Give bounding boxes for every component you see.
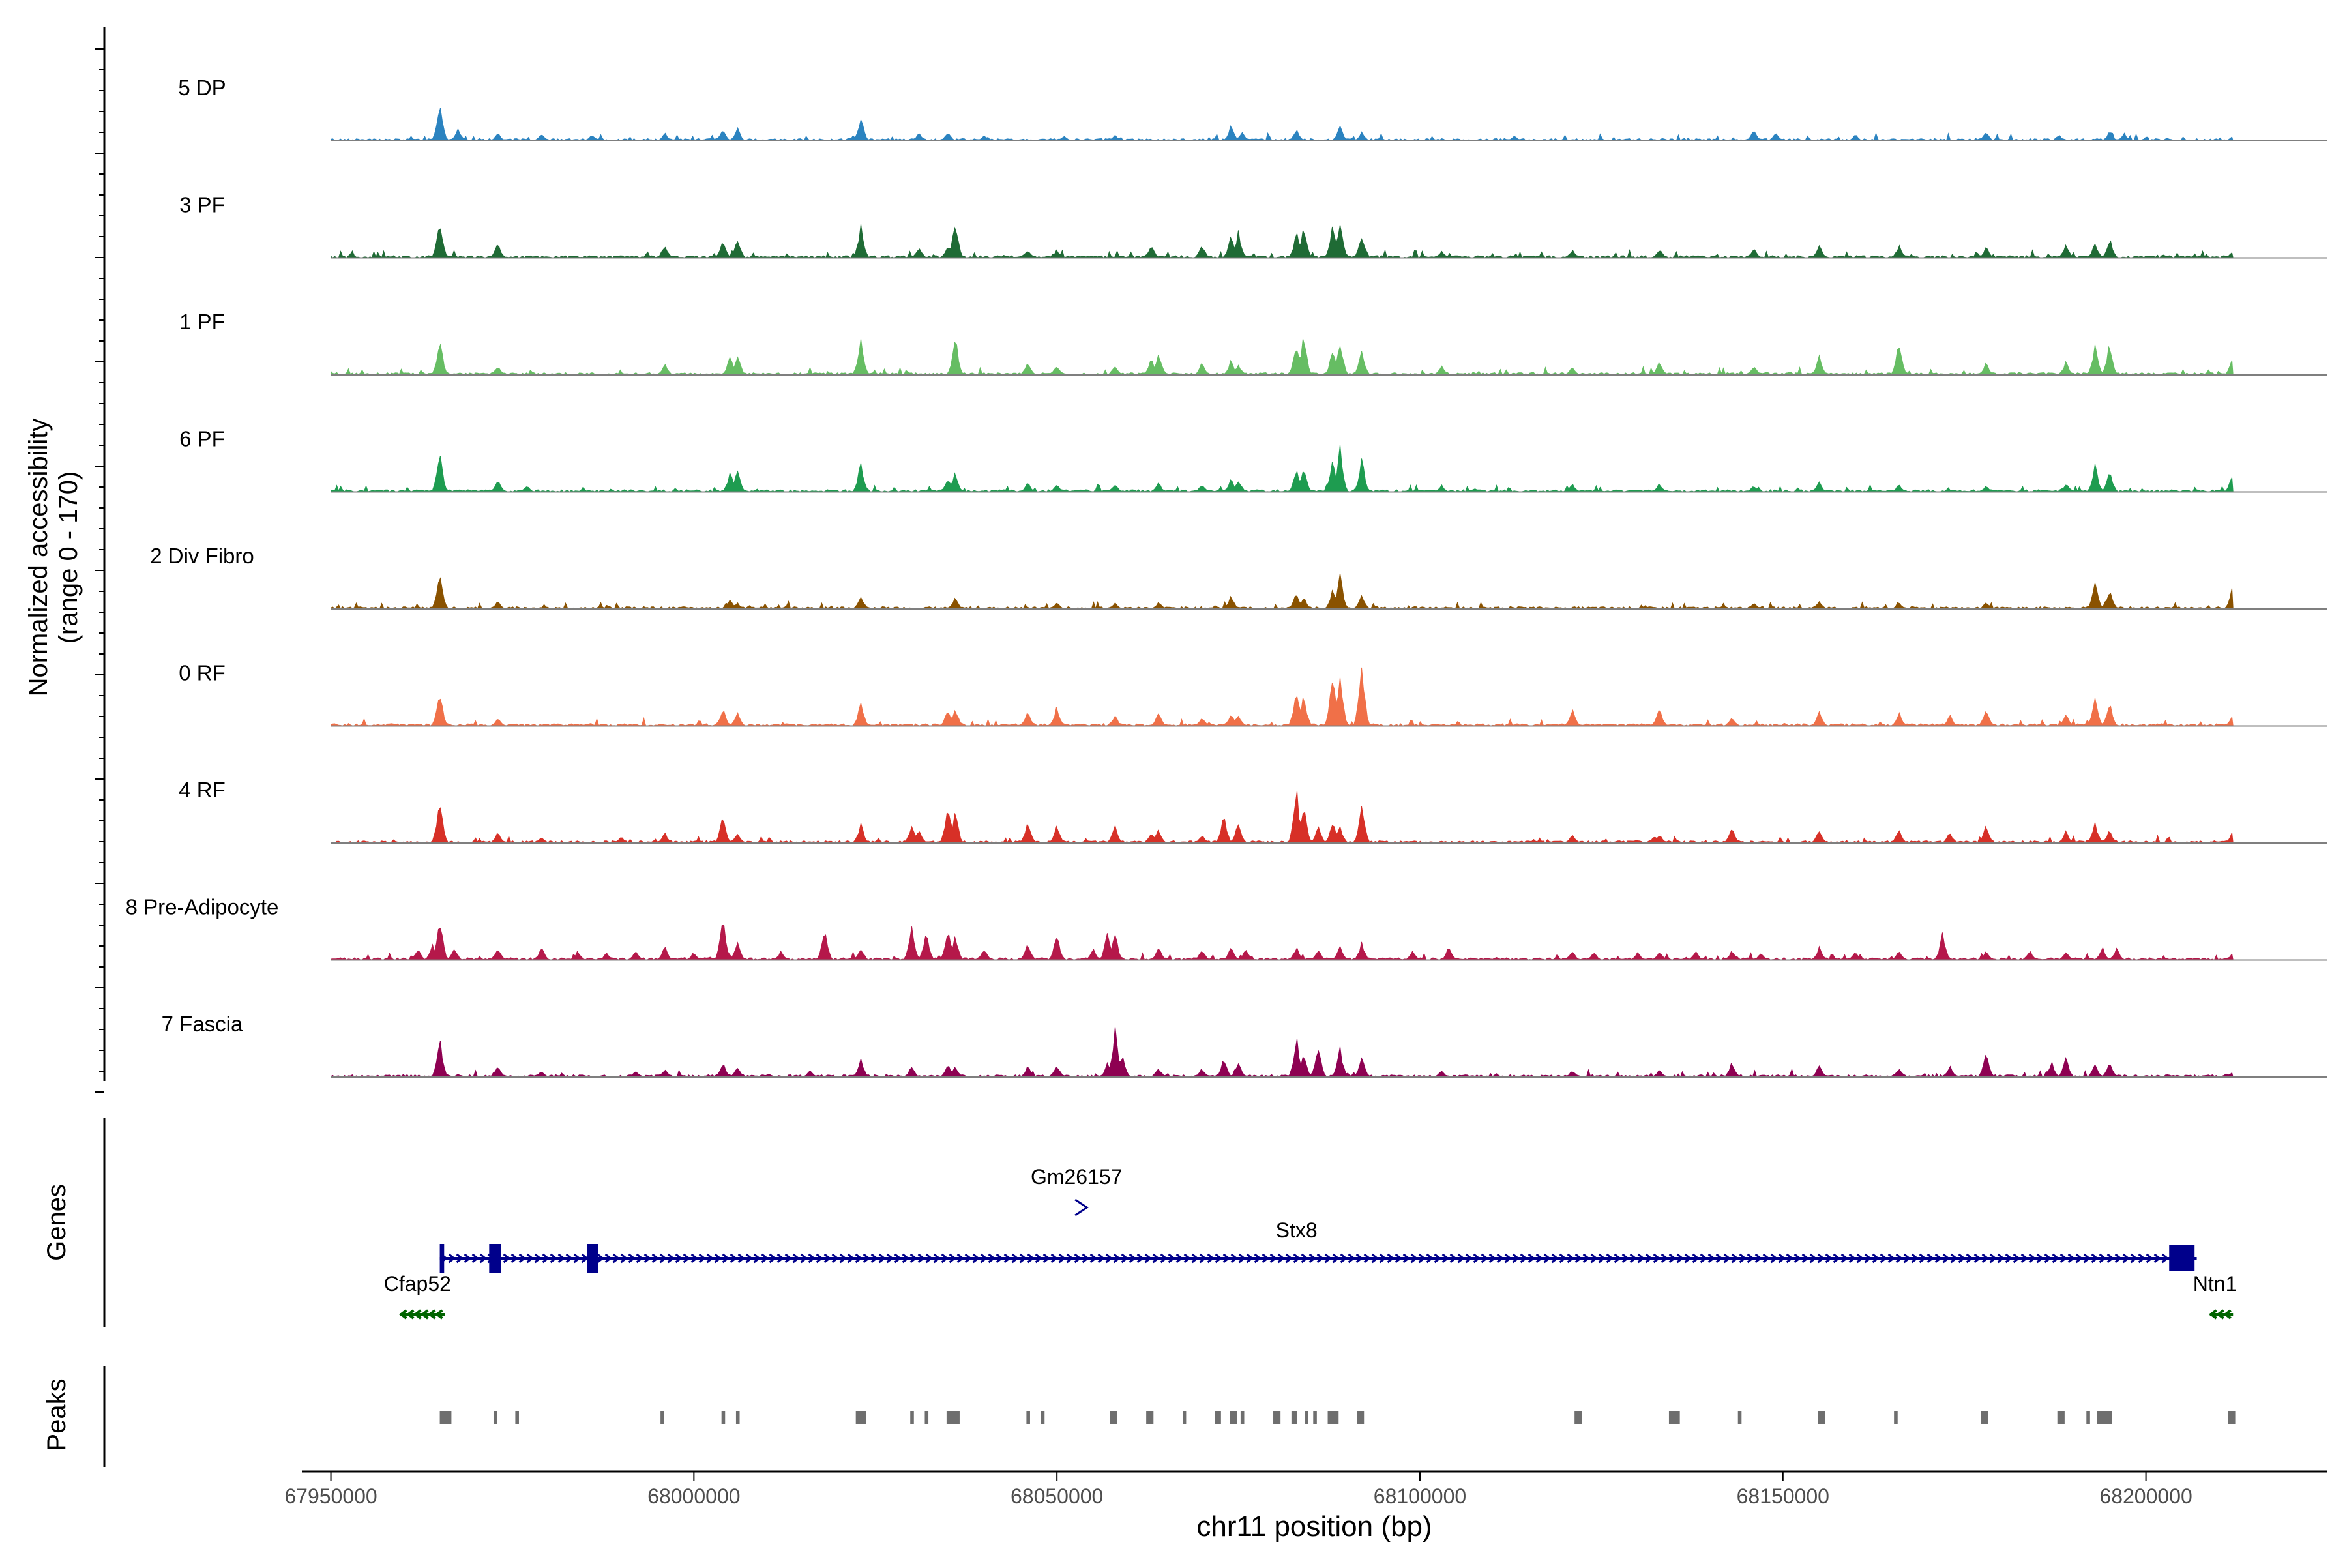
gene-ntn1: Ntn1	[2193, 1272, 2237, 1320]
coverage-area	[330, 1026, 2234, 1078]
track-label: 1 PF	[179, 310, 225, 334]
coverage-area	[330, 667, 2234, 727]
x-axis-title: chr11 position (bp)	[1196, 1511, 1432, 1543]
strand-arrows	[1074, 1198, 1089, 1217]
track-label: 0 RF	[179, 661, 226, 685]
track-label: 8 Pre-Adipocyte	[126, 895, 279, 919]
track-label: 5 DP	[178, 76, 226, 100]
peak-region	[1894, 1411, 1898, 1424]
coverage-area	[330, 924, 2234, 961]
genes-panel-label: Genes	[42, 1184, 71, 1261]
peak-region	[1215, 1411, 1221, 1424]
peak-region	[1357, 1411, 1365, 1424]
gene-label: Ntn1	[2193, 1272, 2237, 1295]
y-axis-ticks	[95, 48, 104, 1093]
peak-region	[721, 1411, 726, 1424]
track-6-pf: 6 PF	[179, 427, 2327, 493]
peak-region	[946, 1411, 960, 1424]
exon	[439, 1244, 445, 1273]
peak-region	[910, 1411, 914, 1424]
peak-region	[1574, 1411, 1582, 1424]
peak-region	[1305, 1411, 1308, 1424]
track-8-pre-adipocyte: 8 Pre-Adipocyte	[126, 895, 2327, 961]
track-2-div-fibro: 2 Div Fibro	[150, 544, 2327, 610]
peak-region	[2097, 1411, 2112, 1424]
strand-arrows	[2209, 1309, 2232, 1320]
track-5-dp: 5 DP	[178, 76, 2327, 141]
strand-arrows	[399, 1309, 443, 1320]
coverage-area	[330, 573, 2234, 610]
peak-region	[735, 1411, 740, 1424]
peak-region	[1041, 1411, 1045, 1424]
gene-annotation-panel: Stx8 Gm26157 Cfap52 Ntn1	[384, 1165, 2237, 1320]
peak-region	[1230, 1411, 1237, 1424]
peak-region	[1110, 1411, 1117, 1424]
coverage-area	[330, 791, 2234, 844]
y-axis-title: Normalized accessibility	[24, 419, 53, 697]
strand-arrows	[440, 1253, 2193, 1264]
peak-region	[1183, 1411, 1187, 1424]
track-label: 3 PF	[179, 193, 225, 217]
exon	[489, 1244, 501, 1273]
peak-region	[2057, 1411, 2065, 1424]
y-axis-range-label: (range 0 - 170)	[54, 471, 83, 644]
coverage-area	[330, 224, 2234, 259]
peak-region	[1026, 1411, 1030, 1424]
x-tick-label: 68200000	[2099, 1485, 2192, 1508]
peak-region	[2086, 1411, 2090, 1424]
track-3-pf: 3 PF	[179, 193, 2327, 259]
x-tick-label: 68100000	[1374, 1485, 1466, 1508]
x-tick-label: 68150000	[1737, 1485, 1829, 1508]
gene-gm26157: Gm26157	[1031, 1165, 1123, 1217]
track-label: 7 Fascia	[162, 1012, 243, 1036]
track-label: 2 Div Fibro	[150, 544, 254, 568]
track-label: 6 PF	[179, 427, 225, 451]
coverage-area	[330, 445, 2234, 493]
peaks-panel-label: Peaks	[42, 1378, 71, 1451]
peak-region	[924, 1411, 929, 1424]
gene-label: Cfap52	[384, 1272, 451, 1295]
peak-regions-panel	[439, 1411, 2236, 1424]
peak-region	[1313, 1411, 1317, 1424]
peak-region	[1240, 1411, 1245, 1424]
track-1-pf: 1 PF	[179, 310, 2327, 376]
coverage-area	[330, 108, 2234, 141]
peak-region	[660, 1411, 664, 1424]
peak-region	[855, 1411, 866, 1424]
x-axis-ticks: 67950000 68000000 68050000 68100000 68150000…	[284, 1472, 2192, 1508]
peak-region	[1146, 1411, 1154, 1424]
track-0-rf: 0 RF	[179, 661, 2327, 727]
peak-region	[1668, 1411, 1680, 1424]
track-7-fascia: 7 Fascia	[162, 1012, 2327, 1078]
track-label: 4 RF	[179, 778, 226, 802]
exon	[587, 1244, 598, 1273]
gene-cfap52: Cfap52	[384, 1272, 451, 1320]
peak-region	[1981, 1411, 1988, 1424]
peak-region	[493, 1411, 497, 1424]
exon	[2169, 1245, 2195, 1271]
peak-region	[515, 1411, 519, 1424]
coverage-tracks: 5 DP 3 PF 1 PF 6 PF 2 Div Fibro 0 RF 4 RF 8 Pre…	[126, 76, 2327, 1078]
gene-label: Stx8	[1276, 1219, 1318, 1242]
peak-region	[1327, 1411, 1339, 1424]
peak-region	[2228, 1411, 2236, 1424]
x-tick-label: 68050000	[1011, 1485, 1103, 1508]
peak-region	[1273, 1411, 1281, 1424]
peak-region	[1818, 1411, 1825, 1424]
peak-region	[1291, 1411, 1297, 1424]
x-tick-label: 68000000	[647, 1485, 740, 1508]
peak-region	[439, 1411, 452, 1424]
coverage-area	[330, 338, 2234, 376]
peak-region	[1737, 1411, 1742, 1424]
gene-stx8: Stx8	[439, 1219, 2197, 1273]
x-tick-label: 67950000	[284, 1485, 377, 1508]
gene-label: Gm26157	[1031, 1165, 1123, 1189]
track-4-rf: 4 RF	[179, 778, 2327, 844]
